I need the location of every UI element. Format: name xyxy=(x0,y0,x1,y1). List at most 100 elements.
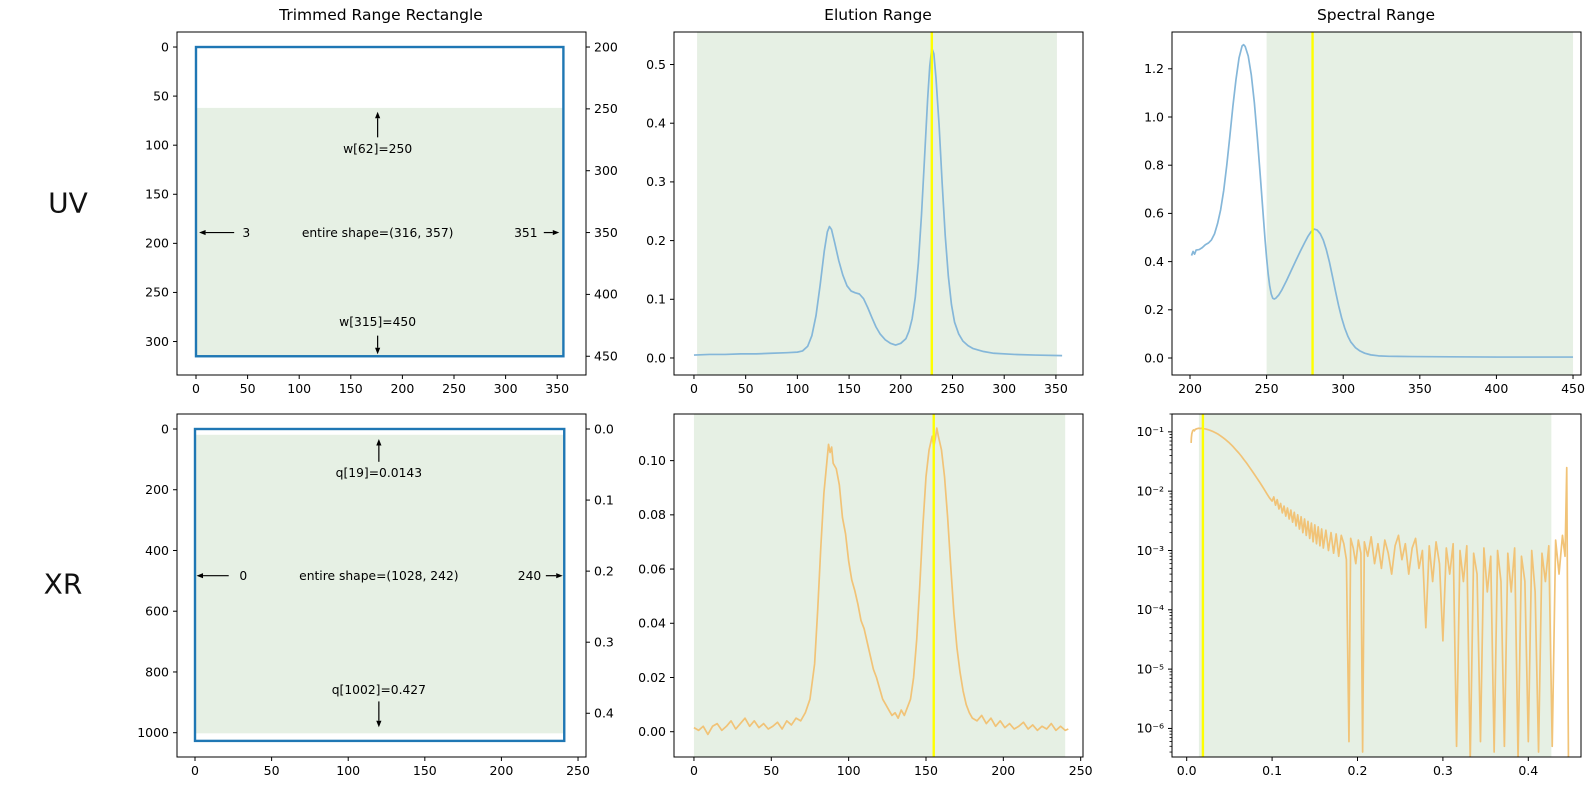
y-tick-label: 150 xyxy=(145,187,169,202)
y-tick-label: 200 xyxy=(145,482,169,497)
axes-frame xyxy=(176,413,587,758)
y-tick-label: 10⁻¹ xyxy=(1136,424,1164,439)
right-y-tick-label: 350 xyxy=(594,225,618,240)
y-tick-label: 0.5 xyxy=(646,57,666,72)
axes-frame xyxy=(673,413,1084,758)
green-range-region xyxy=(195,434,565,734)
y-tick-label: 10⁻⁶ xyxy=(1136,721,1164,736)
x-tick-label: 0 xyxy=(690,763,698,778)
y-tick-label: 0.8 xyxy=(1144,158,1164,173)
x-tick-label: 50 xyxy=(264,763,280,778)
y-tick-label: 800 xyxy=(145,664,169,679)
x-tick-label: 300 xyxy=(494,381,518,396)
x-tick-label: 50 xyxy=(738,381,754,396)
y-tick-label: 0.02 xyxy=(638,670,666,685)
x-tick-label: 350 xyxy=(545,381,569,396)
y-tick-label: 0.0 xyxy=(1144,350,1164,365)
trimmed-rectangle xyxy=(193,427,566,743)
axes-frame xyxy=(1171,31,1582,376)
column-title-elution-range: Elution Range xyxy=(824,6,932,24)
annotation-text: q[1002]=0.427 xyxy=(332,683,426,697)
y-tick-label: 0.00 xyxy=(638,724,666,739)
x-tick-label: 0.2 xyxy=(1348,763,1368,778)
annotation-arrow-head xyxy=(552,229,560,236)
y-tick-label: 0.6 xyxy=(1144,206,1164,221)
x-tick-label: 450 xyxy=(1561,381,1585,396)
x-tick-label: 100 xyxy=(287,381,311,396)
x-tick-label: 350 xyxy=(1408,381,1432,396)
y-tick-label: 1000 xyxy=(137,725,169,740)
y-tick-label: 0.4 xyxy=(1144,254,1164,269)
x-tick-label: 250 xyxy=(941,381,965,396)
xr-elution-curve xyxy=(693,427,1069,736)
y-tick-label: 200 xyxy=(145,236,169,251)
y-tick-label: 0.4 xyxy=(646,116,666,131)
x-tick-label: 400 xyxy=(1484,381,1508,396)
x-tick-label: 0.3 xyxy=(1433,763,1453,778)
column-title-spectral-range: Spectral Range xyxy=(1316,6,1436,24)
trimmed-rectangle xyxy=(194,45,565,358)
uv-spectral-plot: 200 250 300 350 400 450 0.0 0.2 0.4 0.6 0.8 1.0 1.2 xyxy=(1144,31,1585,396)
y-tick-label: 0.1 xyxy=(646,292,666,307)
y-tick-label: 0.2 xyxy=(646,233,666,248)
annotation-arrow-head xyxy=(375,111,381,119)
annotation-text: w[315]=450 xyxy=(339,315,416,329)
annotation-text: w[62]=250 xyxy=(343,142,412,156)
x-tick-label: 150 xyxy=(413,763,437,778)
x-tick-label: 150 xyxy=(914,763,938,778)
right-y-tick-label: 250 xyxy=(594,101,618,116)
y-tick-label: 0.04 xyxy=(638,616,666,631)
x-tick-label: 150 xyxy=(339,381,363,396)
annotation-arrow-head xyxy=(376,439,382,446)
annotation-text: 3 xyxy=(242,226,250,240)
y-tick-label: 10⁻² xyxy=(1136,483,1164,498)
x-tick-label: 300 xyxy=(1331,381,1355,396)
x-tick-label: 350 xyxy=(1044,381,1068,396)
y-tick-label: 250 xyxy=(145,285,169,300)
y-tick-label: 0.10 xyxy=(638,453,666,468)
right-y-tick-label: 450 xyxy=(594,349,618,364)
y-tick-label: 50 xyxy=(153,88,169,103)
annotation-text: 0 xyxy=(239,569,247,583)
y-tick-label: 0.3 xyxy=(646,174,666,189)
y-tick-label: 400 xyxy=(145,543,169,558)
x-tick-label: 0.1 xyxy=(1262,763,1282,778)
xr-trimmed-rect-plot: 0 50 100 150 200 250 0 200 400 600 800 1000 0.0 0.1 0.… xyxy=(137,413,614,778)
x-tick-label: 250 xyxy=(1069,763,1093,778)
annotation-arrow-head xyxy=(375,347,381,355)
green-range-span xyxy=(1198,414,1552,757)
x-tick-label: 200 xyxy=(390,381,414,396)
annotation-text: entire shape=(316, 357) xyxy=(302,226,454,240)
x-tick-label: 150 xyxy=(837,381,861,396)
y-tick-label: 0.06 xyxy=(638,561,666,576)
y-tick-label: 0.2 xyxy=(1144,302,1164,317)
x-tick-label: 250 xyxy=(442,381,466,396)
y-tick-label: 10⁻⁴ xyxy=(1136,602,1164,617)
row-label-uv: UV xyxy=(48,186,88,220)
y-tick-label: 100 xyxy=(145,137,169,152)
right-y-tick-label: 400 xyxy=(594,287,618,302)
x-tick-label: 0.4 xyxy=(1518,763,1538,778)
x-tick-label: 0.0 xyxy=(1177,763,1197,778)
x-tick-label: 250 xyxy=(566,763,590,778)
green-range-span xyxy=(693,414,1066,757)
annotation-arrow-head xyxy=(556,573,563,579)
annotation-arrow-head xyxy=(376,720,382,728)
y-tick-label: 1.2 xyxy=(1144,61,1164,76)
x-tick-label: 0 xyxy=(690,381,698,396)
y-tick-label: 0 xyxy=(161,421,169,436)
annotation-arrow-head xyxy=(199,229,206,236)
axes-frame xyxy=(1171,413,1582,758)
right-y-tick-label: 0.4 xyxy=(594,706,614,721)
x-tick-label: 200 xyxy=(991,763,1015,778)
axes-frame xyxy=(176,31,587,376)
uv-elution-curve xyxy=(693,47,1063,357)
green-range-span xyxy=(1266,32,1574,375)
x-tick-label: 300 xyxy=(992,381,1016,396)
y-tick-label: 1.0 xyxy=(1144,109,1164,124)
y-tick-label: 300 xyxy=(145,334,169,349)
y-tick-label: 600 xyxy=(145,604,169,619)
annotation-text: q[19]=0.0143 xyxy=(336,466,422,480)
column-title-trimmed-range-rectangle: Trimmed Range Rectangle xyxy=(279,6,483,24)
